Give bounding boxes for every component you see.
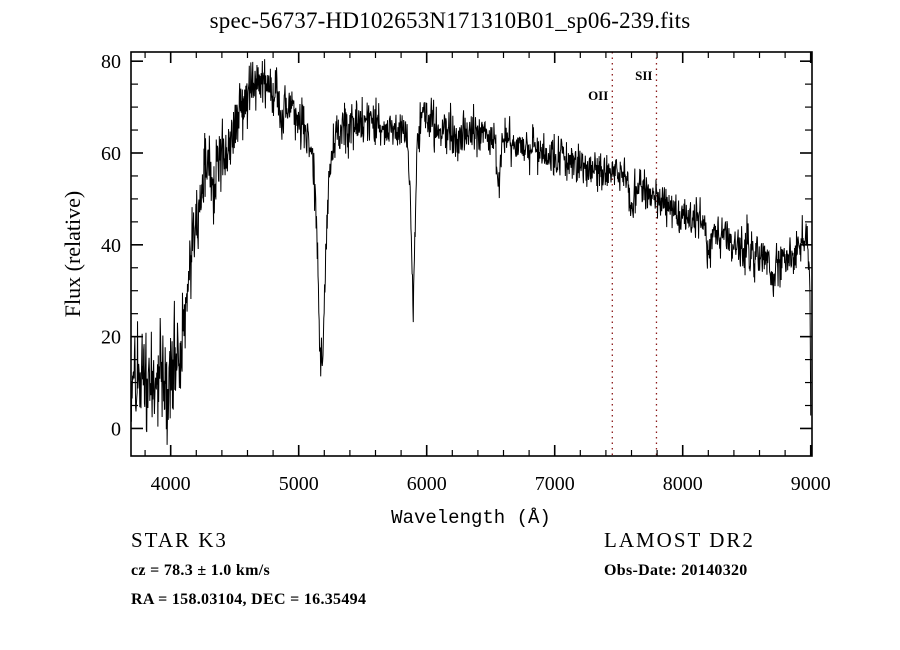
marker-labels-group: OII SII xyxy=(588,68,652,103)
plot-frame xyxy=(130,51,813,457)
x-tick-6000: 6000 xyxy=(407,473,447,495)
x-tick-9000: 9000 xyxy=(791,473,831,495)
observation-date: Obs-Date: 20140320 xyxy=(604,562,748,579)
x-tick-8000: 8000 xyxy=(663,473,703,495)
marker-label-sii: SII xyxy=(635,68,652,83)
y-tick-60: 60 xyxy=(101,143,121,165)
sky-coordinates: RA = 158.03104, DEC = 16.35494 xyxy=(131,591,367,608)
x-axis-title: Wavelength (Å) xyxy=(391,507,551,529)
footer-right-column: LAMOST DR2 Obs-Date: 20140320 xyxy=(604,528,755,591)
y-tick-80: 80 xyxy=(101,51,121,73)
axis-group xyxy=(130,51,813,457)
y-axis-title: Flux (relative) xyxy=(60,191,85,317)
y-tick-40: 40 xyxy=(101,235,121,257)
x-tick-5000: 5000 xyxy=(279,473,319,495)
page-title: spec-56737-HD102653N171310B01_sp06-239.f… xyxy=(209,8,691,33)
object-type-and-class: STAR K3 xyxy=(131,528,228,552)
figure-footer: STAR K3 cz = 78.3 ± 1.0 km/s RA = 158.03… xyxy=(0,528,900,648)
y-tick-0: 0 xyxy=(111,418,121,440)
x-tick-labels: 4000 5000 6000 7000 8000 9000 xyxy=(151,473,831,495)
x-tick-7000: 7000 xyxy=(535,473,575,495)
y-tick-20: 20 xyxy=(101,327,121,349)
y-tick-labels: 0 20 40 60 80 xyxy=(101,51,121,440)
marker-lines-group xyxy=(611,52,658,456)
spectrum-trace-group xyxy=(131,59,812,445)
footer-left-column: STAR K3 cz = 78.3 ± 1.0 km/s RA = 158.03… xyxy=(131,528,366,620)
x-tick-4000: 4000 xyxy=(151,473,191,495)
marker-label-oii: OII xyxy=(588,88,608,103)
survey-name: LAMOST DR2 xyxy=(604,528,755,552)
spectrum-trace xyxy=(131,59,812,445)
redshift-velocity: cz = 78.3 ± 1.0 km/s xyxy=(131,562,270,579)
